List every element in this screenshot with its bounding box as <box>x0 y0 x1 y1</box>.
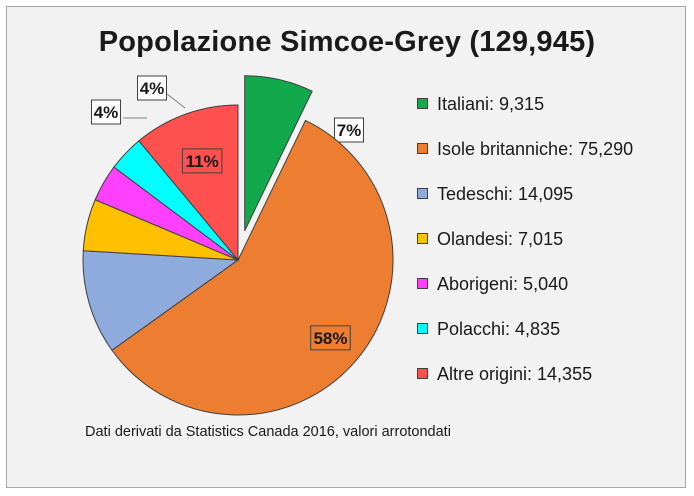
legend-label: Altre origini: 14,355 <box>437 364 593 384</box>
legend-label: Isole britanniche: 75,290 <box>437 139 634 159</box>
chart-title: Popolazione Simcoe-Grey (129,945) <box>98 26 596 58</box>
svg-text:4%: 4% <box>94 103 119 122</box>
data-label-aborigeni: 4% <box>91 99 121 125</box>
legend-swatch <box>417 368 428 379</box>
data-label-altre-origini: 11% <box>181 148 223 174</box>
legend-label: Polacchi: 4,835 <box>437 319 561 339</box>
legend-swatch <box>417 323 428 334</box>
legend-label: Aborigeni: 5,040 <box>437 274 569 294</box>
legend-swatch <box>417 143 428 154</box>
svg-text:4%: 4% <box>140 79 165 98</box>
leader-line-polacchi <box>166 93 186 109</box>
legend-swatch <box>417 98 428 109</box>
data-label-polacchi: 4% <box>137 75 167 101</box>
svg-text:7%: 7% <box>337 121 362 140</box>
legend-swatch <box>417 188 428 199</box>
data-label-italiani: 7% <box>334 117 364 143</box>
svg-text:11%: 11% <box>186 152 219 171</box>
legend-label: Olandesi: 7,015 <box>437 229 564 249</box>
svg-text:58%: 58% <box>313 329 347 348</box>
pie-slice-tedeschi <box>82 250 240 351</box>
legend-label: Italiani: 9,315 <box>437 94 545 114</box>
legend-swatch <box>417 278 428 289</box>
pie-slice-altre-origini <box>138 104 239 262</box>
legend-label: Tedeschi: 14,095 <box>437 184 574 204</box>
data-label-isole-britanniche: 58% <box>310 325 351 351</box>
legend-swatch <box>417 233 428 244</box>
pie-slice-italiani <box>244 75 313 231</box>
chart-footnote: Dati derivati da Statistics Canada 2016,… <box>85 424 451 440</box>
